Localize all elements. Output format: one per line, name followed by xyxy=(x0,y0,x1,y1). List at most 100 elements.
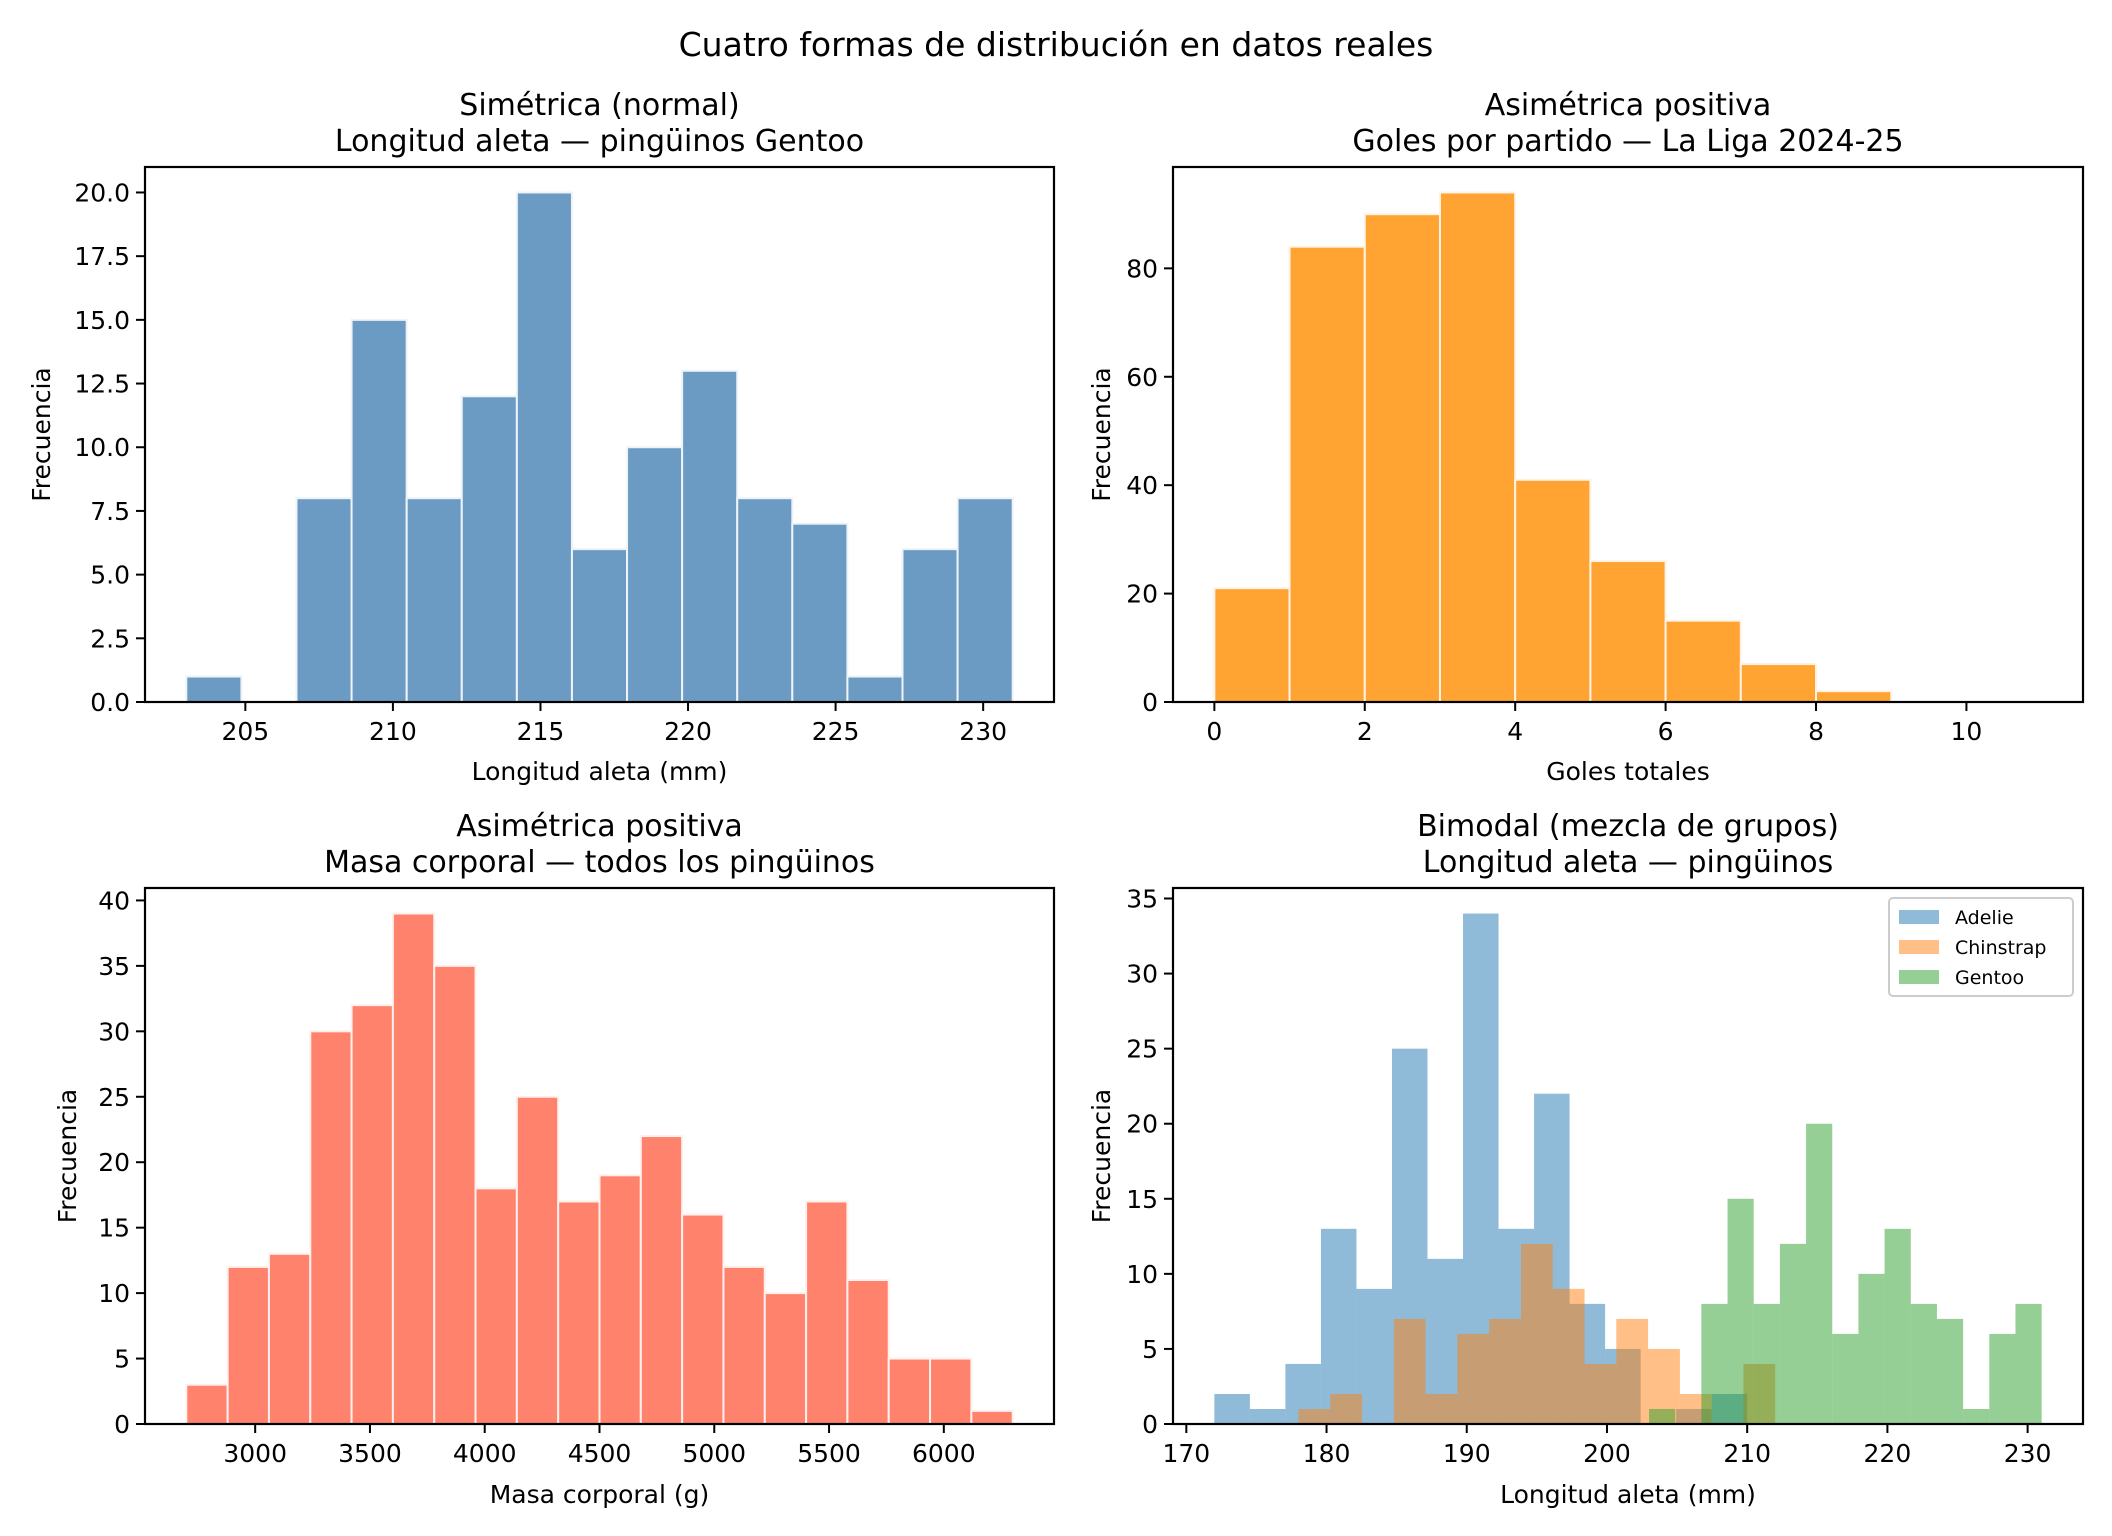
subplot-bimodal-flipper: Bimodal (mezcla de grupos) Longitud alet… xyxy=(1087,809,2085,1509)
x-tick-label: 3000 xyxy=(223,1439,287,1468)
histogram-bar xyxy=(405,497,463,704)
histogram-bar-chinstrap xyxy=(1298,1408,1331,1424)
y-tick-label: 35 xyxy=(1126,885,1158,914)
y-axis-label: Frecuencia xyxy=(53,1089,82,1224)
x-axis-label: Longitud aleta (mm) xyxy=(472,757,728,786)
subplot-subtitle: Longitud aleta — pingüinos xyxy=(1423,845,1833,880)
histogram-bar-gentoo xyxy=(2015,1303,2042,1424)
histogram-bar xyxy=(736,497,794,704)
legend-label: Adelie xyxy=(1955,907,2014,929)
histogram-bar-chinstrap xyxy=(1520,1243,1553,1424)
axes-frame xyxy=(1171,165,2085,704)
histogram-bar xyxy=(557,1200,601,1425)
x-tick-label: 5000 xyxy=(682,1439,746,1468)
y-tick-label: 15.0 xyxy=(74,306,130,335)
histogram-bar xyxy=(763,1292,808,1425)
subplot-gentoo-flipper: Simétrica (normal) Longitud aleta — ping… xyxy=(27,88,1056,786)
y-tick-label: 5 xyxy=(114,1345,130,1374)
histogram-bar-adelie xyxy=(1249,1408,1286,1424)
y-tick-label: 17.5 xyxy=(74,242,130,271)
histogram-bar xyxy=(956,497,1014,704)
x-tick-label: 3500 xyxy=(338,1439,402,1468)
x-tick-label: 190 xyxy=(1443,1439,1491,1468)
x-tick-label: 215 xyxy=(517,717,565,746)
histogram-bar xyxy=(901,548,959,704)
histogram-bar xyxy=(846,1279,890,1425)
x-tick-label: 6000 xyxy=(912,1439,976,1468)
y-tick-label: 0.0 xyxy=(90,688,130,717)
y-axis-label: Frecuencia xyxy=(27,367,56,502)
histogram-bar-chinstrap xyxy=(1425,1393,1458,1424)
histogram-bar-chinstrap xyxy=(1330,1393,1363,1424)
y-tick-label: 20.0 xyxy=(74,178,130,207)
histogram-bar xyxy=(1815,690,1893,703)
y-tick-label: 80 xyxy=(1126,254,1158,283)
histogram-bar xyxy=(267,1252,312,1426)
x-tick-label: 205 xyxy=(221,717,269,746)
x-tick-label: 8 xyxy=(1808,717,1824,746)
x-tick-label: 210 xyxy=(369,717,417,746)
x-tick-label: 230 xyxy=(959,717,1007,746)
histogram-bar-gentoo xyxy=(1858,1273,1885,1424)
histogram-bar xyxy=(309,1030,353,1426)
legend-swatch-adelie xyxy=(1899,910,1939,924)
x-tick-label: 4500 xyxy=(568,1439,632,1468)
histogram-bar xyxy=(570,548,629,704)
histogram-bar xyxy=(1739,663,1818,704)
histogram-bar xyxy=(681,369,739,703)
histogram-bar-gentoo xyxy=(1779,1243,1807,1424)
histogram-bar xyxy=(185,675,243,703)
axes-frame xyxy=(143,165,1056,704)
x-tick-label: 10 xyxy=(1951,717,1983,746)
x-tick-label: 2 xyxy=(1357,717,1373,746)
y-tick-label: 15 xyxy=(1126,1185,1158,1214)
y-tick-label: 10.0 xyxy=(74,433,130,462)
histogram-bar xyxy=(722,1265,766,1426)
histogram-bar xyxy=(433,964,477,1426)
y-tick-label: 35 xyxy=(98,952,130,981)
x-tick-label: 6 xyxy=(1658,717,1674,746)
histogram-bar xyxy=(295,497,353,704)
histogram-bar-gentoo xyxy=(1649,1408,1676,1424)
histogram-bar-adelie xyxy=(1214,1393,1250,1424)
histogram-bar-gentoo xyxy=(1701,1303,1728,1424)
histogram-bar xyxy=(681,1213,725,1425)
histogram-bar xyxy=(1664,619,1742,703)
x-tick-label: 4 xyxy=(1507,717,1523,746)
histogram-bar-gentoo xyxy=(1753,1303,1780,1424)
x-axis-label: Longitud aleta (mm) xyxy=(1500,1480,1756,1509)
y-tick-label: 40 xyxy=(1126,471,1158,500)
histogram-bar xyxy=(1514,478,1592,703)
legend-label: Chinstrap xyxy=(1955,937,2047,959)
y-tick-label: 25 xyxy=(98,1083,130,1112)
histogram-bar-adelie xyxy=(1356,1288,1392,1424)
axes-frame xyxy=(1171,886,2085,1426)
subplot-title: Asimétrica positiva xyxy=(456,809,743,844)
legend-swatch-gentoo xyxy=(1899,970,1939,984)
histogram-bar-gentoo xyxy=(1884,1228,1911,1424)
y-axis-label: Frecuencia xyxy=(1087,367,1116,502)
histogram-bar xyxy=(929,1357,973,1425)
histogram-bar xyxy=(1589,560,1667,703)
histogram-bar xyxy=(805,1200,849,1425)
subplot-title: Simétrica (normal) xyxy=(459,88,739,123)
histogram-bar-gentoo xyxy=(1963,1408,1990,1424)
plot-area xyxy=(1214,913,2042,1424)
histogram-bar xyxy=(515,191,573,703)
histogram-bar xyxy=(391,912,436,1425)
histogram-bar xyxy=(515,1095,560,1426)
x-tick-label: 4000 xyxy=(453,1439,517,1468)
histogram-bar xyxy=(639,1135,684,1425)
y-tick-label: 40 xyxy=(98,886,130,915)
plot-area xyxy=(185,191,1014,704)
histogram-bar xyxy=(460,395,518,703)
histogram-bar xyxy=(474,1187,518,1426)
histogram-bar xyxy=(791,522,849,704)
x-tick-label: 5500 xyxy=(797,1439,861,1468)
histogram-bar xyxy=(350,318,408,703)
subplot-title: Bimodal (mezcla de grupos) xyxy=(1417,809,1839,844)
subplot-body-mass: Asimétrica positiva Masa corporal — todo… xyxy=(53,809,1056,1509)
histogram-bar-chinstrap xyxy=(1393,1318,1426,1424)
histogram-bar xyxy=(226,1265,270,1426)
